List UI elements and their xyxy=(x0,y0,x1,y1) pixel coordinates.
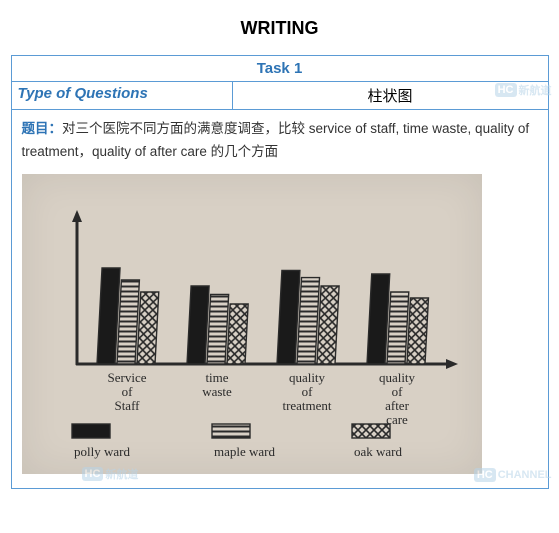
page-title: WRITING xyxy=(10,18,549,39)
svg-text:maple ward: maple ward xyxy=(214,444,276,459)
svg-text:after: after xyxy=(385,398,409,413)
svg-text:treatment: treatment xyxy=(282,398,331,413)
svg-text:quality: quality xyxy=(378,370,415,385)
svg-text:Service: Service xyxy=(107,370,146,385)
bar-chart: ServiceofStafftimewastequalityoftreatmen… xyxy=(22,174,482,474)
svg-text:time: time xyxy=(205,370,228,385)
prompt-label: 题目： xyxy=(22,121,63,136)
svg-text:of: of xyxy=(391,384,403,399)
svg-text:waste: waste xyxy=(202,384,232,399)
svg-text:of: of xyxy=(121,384,133,399)
type-label: Type of Questions xyxy=(12,82,233,109)
svg-text:of: of xyxy=(301,384,313,399)
watermark-icon: HC CHANNEL xyxy=(474,468,552,482)
prompt-text: 题目：对三个医院不同方面的满意度调查，比较 service of staff, … xyxy=(22,118,538,164)
svg-text:Staff: Staff xyxy=(114,398,140,413)
type-row: Type of Questions 柱状图 xyxy=(12,82,548,110)
body-area: HC 新航道 题目：对三个医院不同方面的满意度调查，比较 service of … xyxy=(12,110,548,488)
chart-image: ServiceofStafftimewastequalityoftreatmen… xyxy=(22,174,482,474)
task-frame: Task 1 Type of Questions 柱状图 HC 新航道 题目：对… xyxy=(11,55,549,489)
prompt-line1: 对三个医院不同方面的满意度调查，比较 service of staff, tim… xyxy=(62,121,529,136)
svg-text:oak ward: oak ward xyxy=(354,444,403,459)
svg-text:quality: quality xyxy=(288,370,325,385)
type-value: 柱状图 xyxy=(233,82,548,109)
task-header: Task 1 xyxy=(12,56,548,82)
svg-text:polly ward: polly ward xyxy=(74,444,130,459)
prompt-line2: treatment，quality of after care 的几个方面 xyxy=(22,144,279,159)
